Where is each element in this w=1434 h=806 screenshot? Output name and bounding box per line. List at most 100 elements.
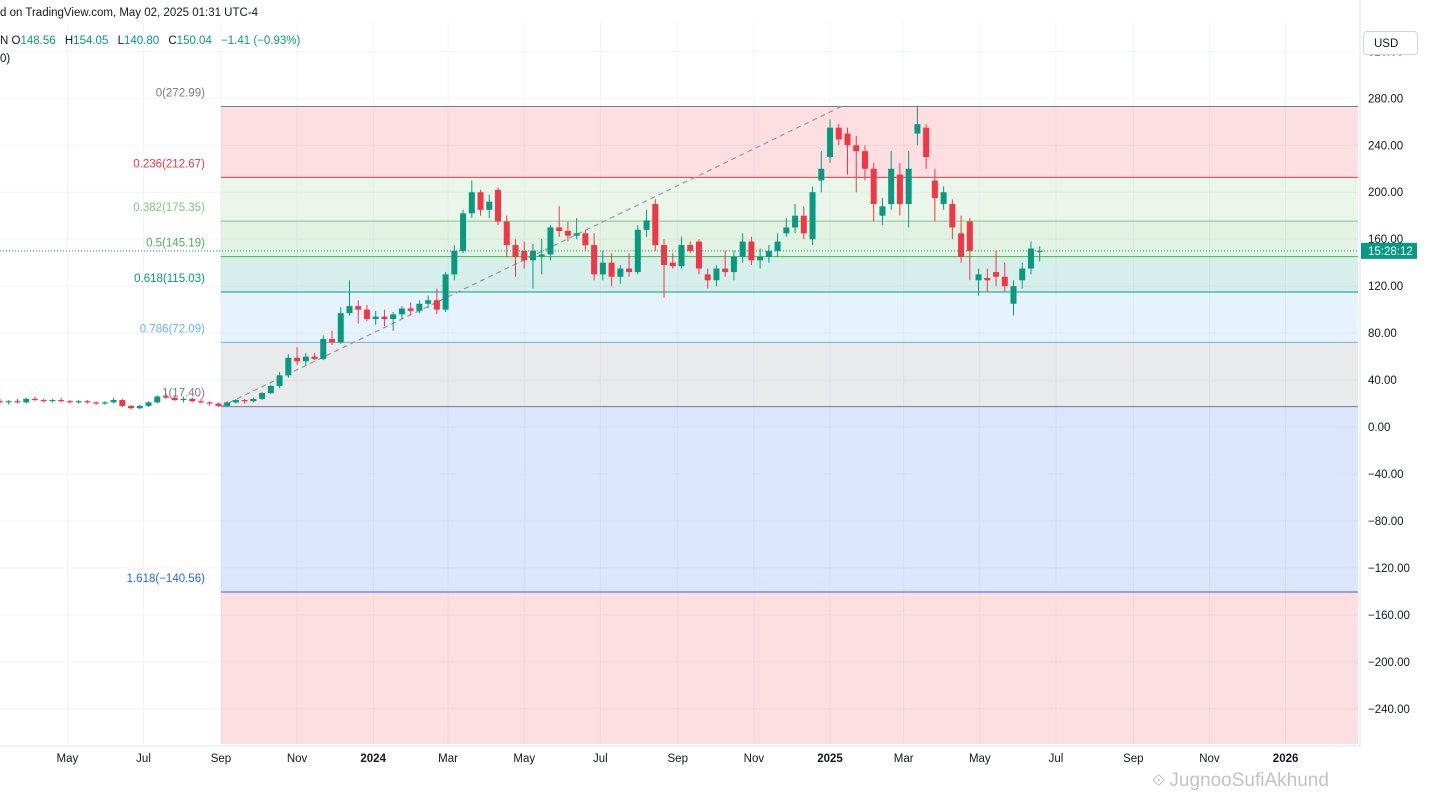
candle[interactable] — [363, 304, 370, 322]
candle[interactable] — [416, 300, 423, 314]
candle[interactable] — [678, 236, 685, 269]
candle[interactable] — [1001, 262, 1008, 293]
candle[interactable] — [975, 268, 982, 296]
candle[interactable] — [958, 215, 965, 263]
candle[interactable] — [704, 268, 711, 289]
candle[interactable] — [993, 250, 1000, 287]
candle[interactable] — [800, 206, 807, 240]
candle[interactable] — [599, 250, 606, 281]
candle[interactable] — [538, 239, 545, 275]
candle[interactable] — [547, 225, 554, 261]
candle[interactable] — [783, 218, 790, 237]
candle[interactable] — [398, 306, 405, 320]
candle[interactable] — [669, 253, 676, 269]
candle[interactable] — [713, 265, 720, 287]
candle[interactable] — [966, 218, 973, 281]
candle[interactable] — [879, 198, 886, 226]
candle[interactable] — [372, 310, 379, 325]
candle[interactable] — [468, 180, 475, 219]
candle[interactable] — [853, 135, 860, 193]
candle[interactable] — [634, 225, 641, 275]
candle[interactable] — [835, 124, 842, 146]
candle[interactable] — [1036, 246, 1043, 262]
candle[interactable] — [206, 401, 213, 406]
candle[interactable] — [503, 215, 510, 257]
candle[interactable] — [136, 404, 143, 410]
candle[interactable] — [608, 253, 615, 287]
candle[interactable] — [145, 401, 152, 408]
candle[interactable] — [276, 371, 283, 389]
candle[interactable] — [1010, 280, 1017, 316]
candle[interactable] — [250, 397, 257, 403]
candle[interactable] — [486, 194, 493, 219]
candle[interactable] — [730, 250, 737, 281]
candle[interactable] — [529, 243, 536, 289]
candle[interactable] — [119, 398, 126, 408]
candle[interactable] — [163, 392, 170, 399]
candle[interactable] — [914, 106, 921, 146]
candle[interactable] — [66, 400, 73, 404]
candle[interactable] — [75, 400, 82, 404]
candle[interactable] — [346, 280, 353, 316]
candle[interactable] — [512, 239, 519, 277]
candle[interactable] — [241, 398, 248, 404]
candle[interactable] — [267, 384, 274, 395]
candle[interactable] — [739, 233, 746, 263]
candle[interactable] — [661, 239, 668, 298]
candle[interactable] — [940, 186, 947, 210]
candle[interactable] — [949, 199, 956, 240]
candle[interactable] — [23, 397, 30, 404]
candle[interactable] — [58, 397, 65, 403]
candle[interactable] — [984, 268, 991, 293]
candle[interactable] — [390, 311, 397, 331]
candle[interactable] — [905, 151, 912, 228]
candle[interactable] — [101, 401, 108, 405]
currency-button[interactable]: USD — [1363, 31, 1418, 55]
candle[interactable] — [765, 245, 772, 263]
candle[interactable] — [197, 398, 204, 404]
candle[interactable] — [425, 295, 432, 309]
candle[interactable] — [329, 330, 336, 345]
candle[interactable] — [521, 241, 528, 269]
candle[interactable] — [407, 302, 414, 316]
candle[interactable] — [355, 300, 362, 324]
candle[interactable] — [617, 265, 624, 284]
candle[interactable] — [14, 398, 21, 404]
candle[interactable] — [643, 209, 650, 237]
candle[interactable] — [215, 402, 222, 408]
candle[interactable] — [1019, 262, 1026, 289]
candle[interactable] — [626, 253, 633, 277]
candle[interactable] — [722, 250, 729, 277]
candle[interactable] — [861, 145, 868, 181]
candle[interactable] — [1027, 241, 1034, 275]
candle[interactable] — [224, 401, 231, 408]
candle[interactable] — [110, 397, 117, 404]
candle[interactable] — [774, 233, 781, 257]
candle[interactable] — [477, 189, 484, 216]
candle[interactable] — [460, 209, 467, 254]
candle[interactable] — [40, 398, 47, 403]
candle[interactable] — [302, 353, 309, 366]
candle[interactable] — [31, 396, 38, 402]
candle[interactable] — [381, 309, 388, 327]
candle[interactable] — [844, 127, 851, 175]
candle[interactable] — [0, 398, 3, 404]
candle[interactable] — [792, 203, 799, 234]
candle[interactable] — [93, 401, 100, 405]
candle[interactable] — [49, 398, 56, 403]
price-axis[interactable]: 320.00280.00240.00200.00160.00120.0080.0… — [1359, 0, 1434, 806]
candle[interactable] — [564, 221, 571, 242]
candle[interactable] — [154, 395, 161, 404]
candle[interactable] — [442, 272, 449, 312]
candles[interactable] — [0, 106, 1043, 410]
candle[interactable] — [311, 353, 318, 361]
candle[interactable] — [757, 248, 764, 269]
candle[interactable] — [556, 206, 563, 237]
candle[interactable] — [591, 233, 598, 281]
candle[interactable] — [180, 396, 187, 403]
candle[interactable] — [433, 288, 440, 315]
time-axis[interactable]: May Jul Sep Nov 2024 Mar May Jul Sep Nov 2025 Mar Ma… — [0, 745, 1360, 806]
candle[interactable] — [870, 162, 877, 222]
candle[interactable] — [495, 187, 502, 226]
